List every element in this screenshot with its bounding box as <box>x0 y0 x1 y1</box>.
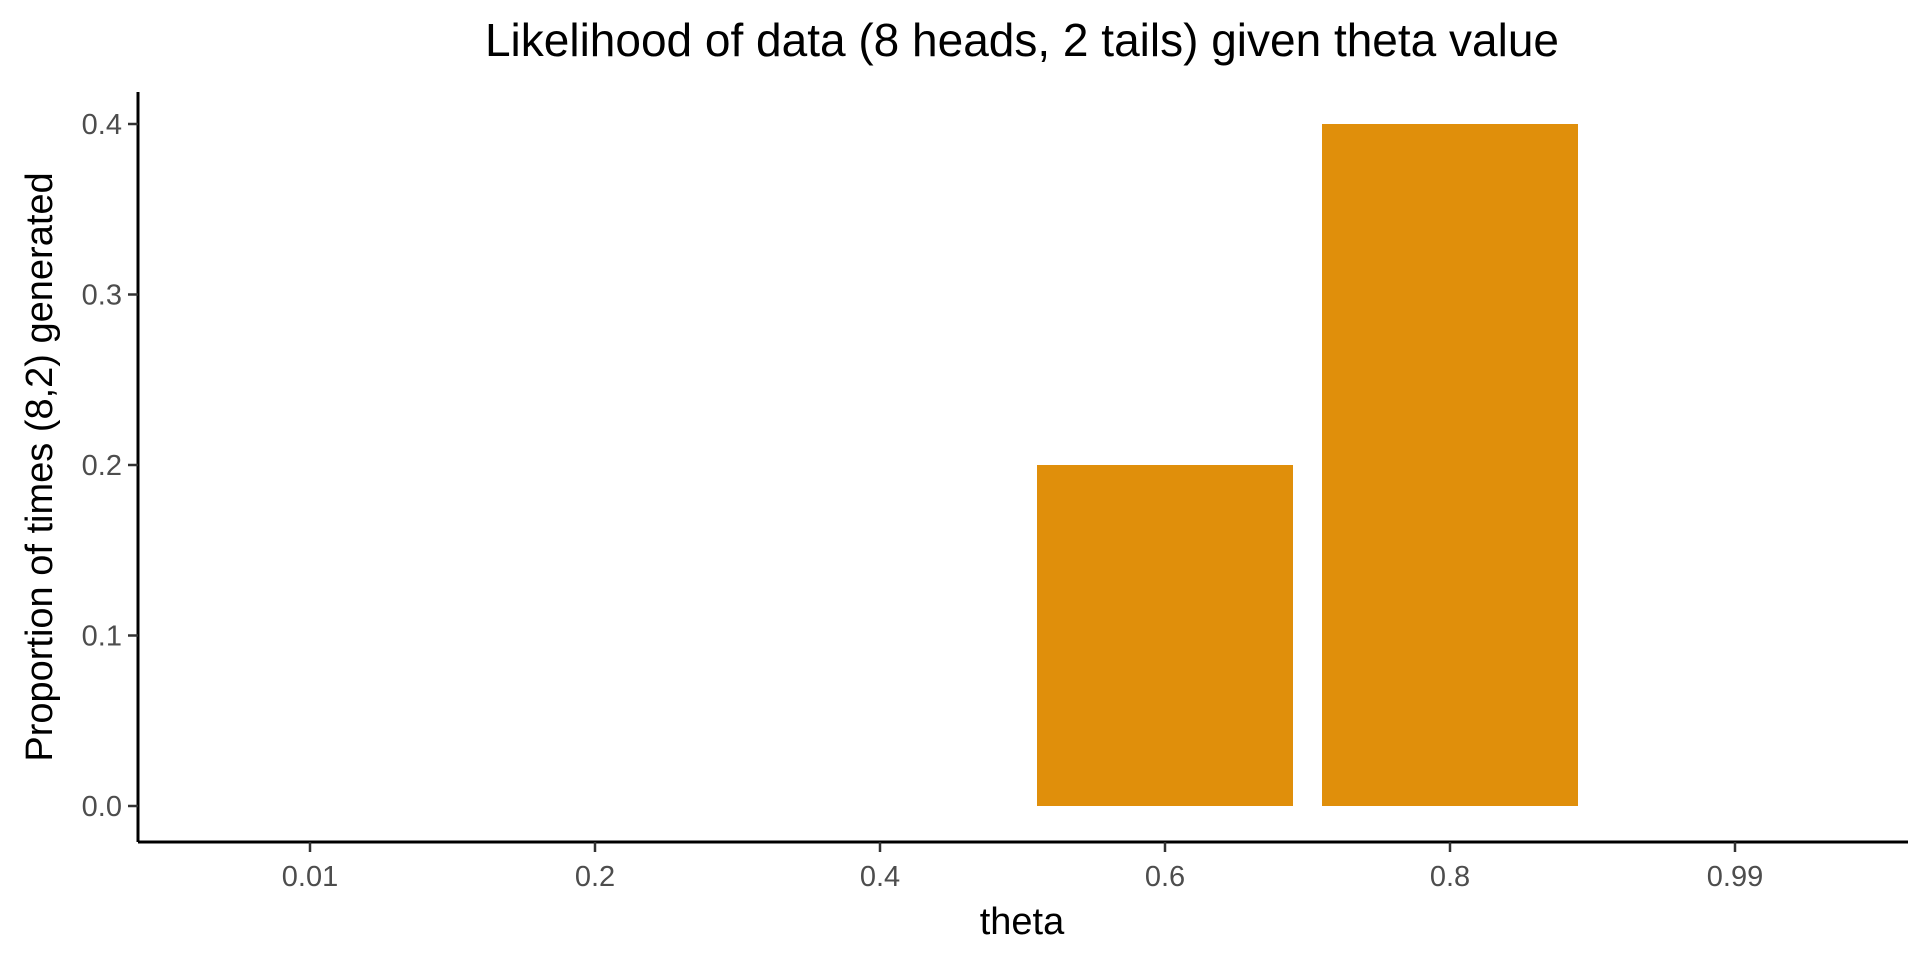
x-tick-label: 0.8 <box>1430 861 1470 893</box>
x-tick-label: 0.4 <box>860 861 900 893</box>
bar-0.6 <box>1037 465 1293 806</box>
y-axis-title: Proportion of times (8,2) generated <box>19 172 61 761</box>
y-ticks-group: 0.0 0.1 0.2 0.3 0.4 <box>82 109 138 823</box>
x-tick-label: 0.01 <box>282 861 338 893</box>
chart-title: Likelihood of data (8 heads, 2 tails) gi… <box>485 14 1559 66</box>
plot-area: 0.0 0.1 0.2 0.3 0.4 0.01 0.2 0.4 0.6 0.8 0.99 <box>82 92 1908 893</box>
x-tick-label: 0.6 <box>1145 861 1185 893</box>
bar-0.8 <box>1322 124 1578 806</box>
y-tick-label: 0.0 <box>82 791 122 823</box>
x-axis-title: theta <box>980 901 1065 943</box>
y-tick-label: 0.1 <box>82 621 122 653</box>
bars-group <box>1037 124 1578 806</box>
x-ticks-group: 0.01 0.2 0.4 0.6 0.8 0.99 <box>282 842 1763 893</box>
x-tick-label: 0.2 <box>575 861 615 893</box>
x-tick-label: 0.99 <box>1707 861 1763 893</box>
y-tick-label: 0.4 <box>82 109 122 141</box>
y-tick-label: 0.3 <box>82 280 122 312</box>
y-tick-label: 0.2 <box>82 450 122 482</box>
